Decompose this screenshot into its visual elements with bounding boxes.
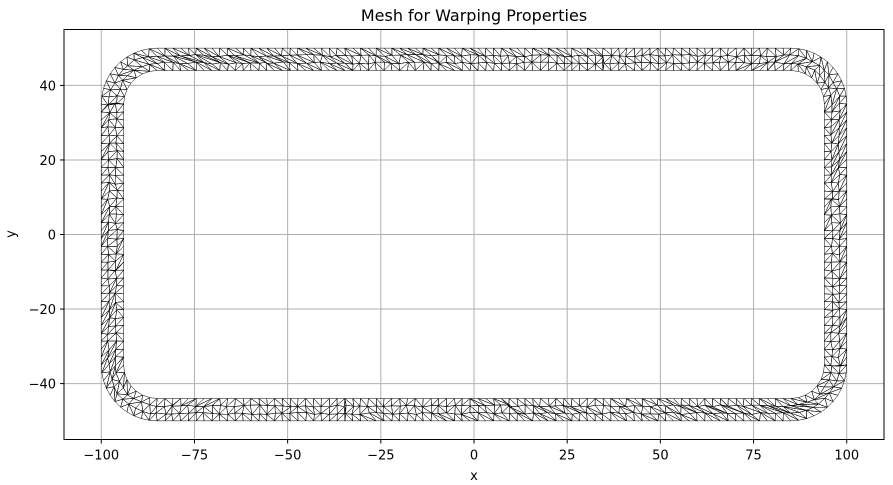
y-tick-label: 20 <box>39 154 56 169</box>
x-tick-label: 75 <box>745 449 762 464</box>
mesh-element-edges <box>101 47 847 422</box>
x-tick-label: −25 <box>367 449 394 464</box>
x-tick-label: 50 <box>652 449 669 464</box>
x-tick-label: −75 <box>181 449 208 464</box>
y-axis-label: y <box>4 230 19 238</box>
y-tick-label: 0 <box>48 229 56 244</box>
x-tick-label: 25 <box>559 449 576 464</box>
grid-lines <box>64 29 884 440</box>
y-tick-label: −20 <box>29 303 56 318</box>
y-tick-label: −40 <box>29 378 56 393</box>
chart-title: Mesh for Warping Properties <box>361 6 587 25</box>
x-tick-label: 0 <box>470 449 478 464</box>
x-axis-ticks: −100 −75 −50 −25 0 25 50 75 100 <box>83 439 859 464</box>
mesh-triangles <box>101 47 847 422</box>
x-axis-label: x <box>470 469 478 484</box>
x-tick-label: −50 <box>274 449 301 464</box>
x-tick-label: −100 <box>83 449 119 464</box>
y-axis-ticks: −40 −20 0 20 40 <box>29 79 64 393</box>
x-tick-label: 100 <box>834 449 859 464</box>
y-tick-label: 40 <box>39 79 56 94</box>
